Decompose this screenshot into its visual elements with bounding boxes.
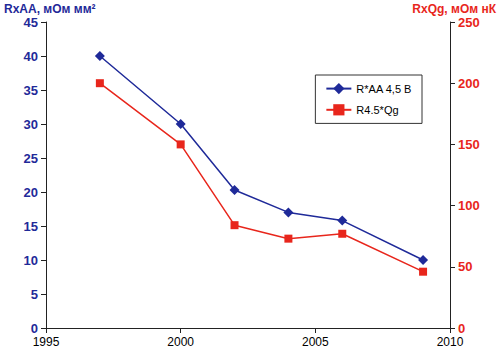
svg-text:2000: 2000 <box>167 335 194 349</box>
svg-text:10: 10 <box>24 253 38 268</box>
svg-text:25: 25 <box>24 151 38 166</box>
svg-text:0: 0 <box>31 321 38 336</box>
svg-text:20: 20 <box>24 185 38 200</box>
svg-text:200: 200 <box>458 76 480 91</box>
svg-text:50: 50 <box>458 259 472 274</box>
svg-text:RxQg, мОм нК: RxQg, мОм нК <box>412 2 496 16</box>
svg-text:15: 15 <box>24 219 38 234</box>
svg-text:5: 5 <box>31 287 38 302</box>
svg-text:30: 30 <box>24 117 38 132</box>
svg-text:RxAA, мОм мм²: RxAA, мОм мм² <box>4 2 96 16</box>
svg-text:250: 250 <box>458 15 480 30</box>
svg-text:40: 40 <box>24 49 38 64</box>
svg-text:1995: 1995 <box>33 335 60 349</box>
svg-text:45: 45 <box>24 15 38 30</box>
svg-text:R*AA 4,5 В: R*AA 4,5 В <box>356 83 411 95</box>
svg-text:2005: 2005 <box>302 335 329 349</box>
svg-text:0: 0 <box>458 321 465 336</box>
svg-text:150: 150 <box>458 137 480 152</box>
svg-text:2010: 2010 <box>437 335 464 349</box>
svg-text:35: 35 <box>24 83 38 98</box>
svg-text:100: 100 <box>458 198 480 213</box>
svg-text:R4.5*Qg: R4.5*Qg <box>356 104 398 116</box>
